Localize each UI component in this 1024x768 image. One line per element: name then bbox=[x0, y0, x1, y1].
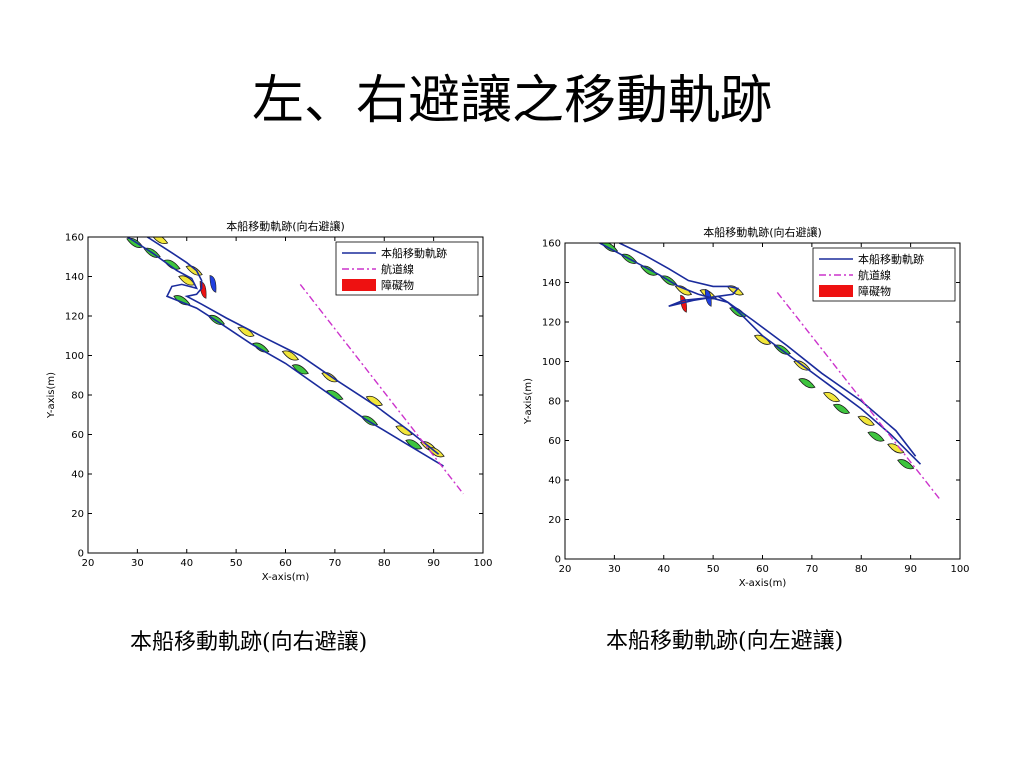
chart1-ytick-label-6: 120 bbox=[542, 318, 561, 329]
chart1-ship-16 bbox=[887, 443, 905, 454]
chart1-ytick-label-8: 160 bbox=[542, 239, 561, 250]
chart1-legend-swatch-2 bbox=[819, 285, 853, 297]
chart1-ytick-label-7: 140 bbox=[542, 278, 561, 289]
chart1-legend-label-0: 本船移動軌跡 bbox=[858, 252, 924, 266]
chart0-xtick-label-7: 90 bbox=[427, 558, 440, 569]
chart0-xtick-label-2: 40 bbox=[180, 558, 193, 569]
chart0-ytick-label-5: 100 bbox=[65, 351, 84, 362]
chart0-ytick-label-2: 40 bbox=[71, 470, 84, 481]
chart1-ytick-label-1: 20 bbox=[548, 515, 561, 526]
chart1-ship-8 bbox=[753, 334, 772, 345]
chart0-series-2 bbox=[299, 283, 464, 495]
caption-avoid-left: 本船移動軌跡(向左避讓) bbox=[606, 629, 844, 654]
chart0-ytick-label-7: 140 bbox=[65, 272, 84, 283]
chart1-ytick-label-2: 40 bbox=[548, 476, 561, 487]
chart0-xtick-label-1: 30 bbox=[131, 558, 144, 569]
caption-avoid-right: 本船移動軌跡(向右避讓) bbox=[130, 630, 368, 655]
chart1-ytick-label-5: 100 bbox=[542, 357, 561, 368]
chart1-ship-12 bbox=[822, 392, 841, 403]
chart0-legend-label-0: 本船移動軌跡 bbox=[381, 246, 447, 260]
chart0-ship-5 bbox=[185, 265, 203, 276]
chart0-legend-swatch-2 bbox=[342, 279, 376, 291]
chart0-xtick-label-4: 60 bbox=[279, 558, 292, 569]
chart1-legend-label-2: 障礙物 bbox=[858, 284, 891, 298]
chart1-xtick-label-7: 90 bbox=[904, 564, 917, 575]
chart0-ytick-label-4: 80 bbox=[71, 391, 84, 402]
chart1-ytick-label-0: 0 bbox=[555, 555, 561, 566]
chart1-ship-0 bbox=[600, 243, 619, 252]
slide-title: 左、右避讓之移動軌跡 bbox=[251, 71, 772, 131]
chart1-ship-13 bbox=[832, 403, 851, 414]
chart1-ship-4 bbox=[674, 285, 693, 296]
chart1-title: 本船移動軌跡(向右避讓) bbox=[703, 225, 822, 239]
chart0-ytick-label-0: 0 bbox=[78, 549, 84, 560]
chart0-ship-10 bbox=[281, 350, 300, 361]
chart0-ytick-label-3: 60 bbox=[71, 430, 84, 441]
chart1-ylabel: Y-axis(m) bbox=[523, 378, 534, 425]
chart1-xtick-label-0: 20 bbox=[559, 564, 572, 575]
chart1-xtick-label-5: 70 bbox=[806, 564, 819, 575]
chart0-ship-9 bbox=[252, 342, 270, 353]
chart1-plot-area bbox=[599, 243, 941, 501]
chart0-xtick-label-5: 70 bbox=[329, 558, 342, 569]
chart0-ship-3 bbox=[163, 259, 181, 270]
chart0-xtick-label-3: 50 bbox=[230, 558, 243, 569]
chart1-xtick-label-3: 50 bbox=[707, 564, 720, 575]
chart0-obstacle-1 bbox=[209, 275, 217, 293]
chart1-ship-11 bbox=[798, 378, 816, 389]
chart0-ytick-label-1: 20 bbox=[71, 509, 84, 520]
chart1-ytick-label-4: 80 bbox=[548, 397, 561, 408]
chart0-ytick-label-6: 120 bbox=[65, 312, 84, 323]
chart1-ship-17 bbox=[897, 459, 915, 470]
chart1-xlabel: X-axis(m) bbox=[739, 578, 787, 588]
chart1-ship-14 bbox=[857, 415, 875, 426]
chart1-legend-label-1: 航道線 bbox=[858, 268, 891, 282]
chart0-legend-label-1: 航道線 bbox=[381, 262, 414, 276]
chart1-ship-15 bbox=[867, 431, 885, 442]
chart0-xtick-label-0: 20 bbox=[82, 558, 95, 569]
chart1-series-1 bbox=[618, 243, 917, 457]
chart0-ship-16 bbox=[395, 425, 413, 436]
chart-avoid-right: 本船移動軌跡(向右避讓)20 30 40 50 60 70 80 90 100020406080… bbox=[46, 219, 493, 582]
chart0-xlabel: X-axis(m) bbox=[262, 572, 310, 582]
chart0-xtick-label-6: 80 bbox=[378, 558, 391, 569]
chart1-xtick-label-2: 40 bbox=[657, 564, 670, 575]
chart0-title: 本船移動軌跡(向右避讓) bbox=[226, 219, 345, 233]
chart1-xtick-label-4: 60 bbox=[756, 564, 769, 575]
chart0-plot-area bbox=[126, 237, 464, 495]
chart1-xtick-label-8: 100 bbox=[950, 564, 969, 575]
chart0-ship-2 bbox=[152, 237, 169, 244]
chart1-ship-2 bbox=[640, 265, 658, 276]
chart0-series-1 bbox=[146, 237, 440, 455]
chart-avoid-left: 本船移動軌跡(向右避讓)20 30 40 50 60 70 80 90 100020406080… bbox=[523, 225, 970, 588]
chart0-ytick-label-8: 160 bbox=[65, 233, 84, 244]
chart0-ylabel: Y-axis(m) bbox=[46, 372, 57, 419]
chart0-series-0 bbox=[127, 237, 444, 467]
chart0-xtick-label-8: 100 bbox=[473, 558, 492, 569]
chart1-ytick-label-3: 60 bbox=[548, 436, 561, 447]
chart1-xtick-label-1: 30 bbox=[608, 564, 621, 575]
chart1-xtick-label-6: 80 bbox=[855, 564, 868, 575]
chart0-legend-label-2: 障礙物 bbox=[381, 278, 414, 292]
chart1-series-2 bbox=[776, 291, 941, 501]
chart1-series-0 bbox=[599, 243, 922, 465]
